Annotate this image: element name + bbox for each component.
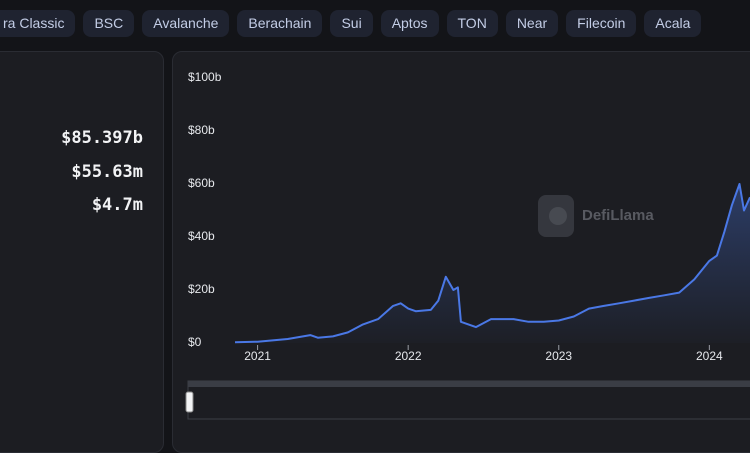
stat-value: $85.397b: [61, 128, 143, 148]
stat-value: $4.7m: [91, 195, 143, 215]
chain-tab[interactable]: Aptos: [380, 10, 439, 37]
brush-bar: [188, 381, 750, 387]
chain-tab[interactable]: Filecoin: [566, 10, 637, 37]
y-tick-label: $40b: [188, 229, 215, 243]
chain-tab[interactable]: Sui: [330, 10, 373, 37]
x-tick-label: 2024: [696, 349, 723, 363]
chain-tab[interactable]: Near: [505, 10, 559, 37]
chain-tab[interactable]: Avalanche: [142, 10, 230, 37]
x-tick-label: 2021: [244, 349, 271, 363]
range-brush: [185, 380, 750, 420]
y-tick-label: $100b: [188, 70, 222, 84]
y-tick-label: $60b: [188, 176, 215, 190]
watermark-text: DefiLlama: [582, 207, 654, 224]
plot: [234, 183, 750, 344]
chain-tab[interactable]: Acala: [644, 10, 702, 37]
chain-tab[interactable]: BSC: [83, 10, 135, 37]
line: [234, 183, 750, 344]
chain-tab[interactable]: Berachain: [237, 10, 323, 37]
chain-tab[interactable]: ra Classic: [0, 10, 76, 37]
x-tick-label: 2022: [395, 349, 422, 363]
page: {"chain_tabs": ["ra Classic", "BSC", "Av…: [0, 10, 750, 453]
chain-tabs: ra Classic BSC Avalanche Berachain Sui Aptos T…: [0, 10, 702, 37]
chain-tab[interactable]: TON: [446, 10, 498, 37]
y-tick-label: $80b: [188, 123, 215, 137]
brush-handle[interactable]: [185, 391, 194, 413]
y-tick-label: $20b: [188, 282, 215, 296]
chart: DefiLlama $0 $20b $40b $60b $80b $100b 2021 202…: [185, 70, 750, 420]
y-tick-label: $0: [188, 335, 202, 349]
x-tick-label: 2023: [545, 349, 572, 363]
stat-value: $55.63m: [71, 161, 143, 182]
watermark: DefiLlama: [538, 195, 654, 237]
